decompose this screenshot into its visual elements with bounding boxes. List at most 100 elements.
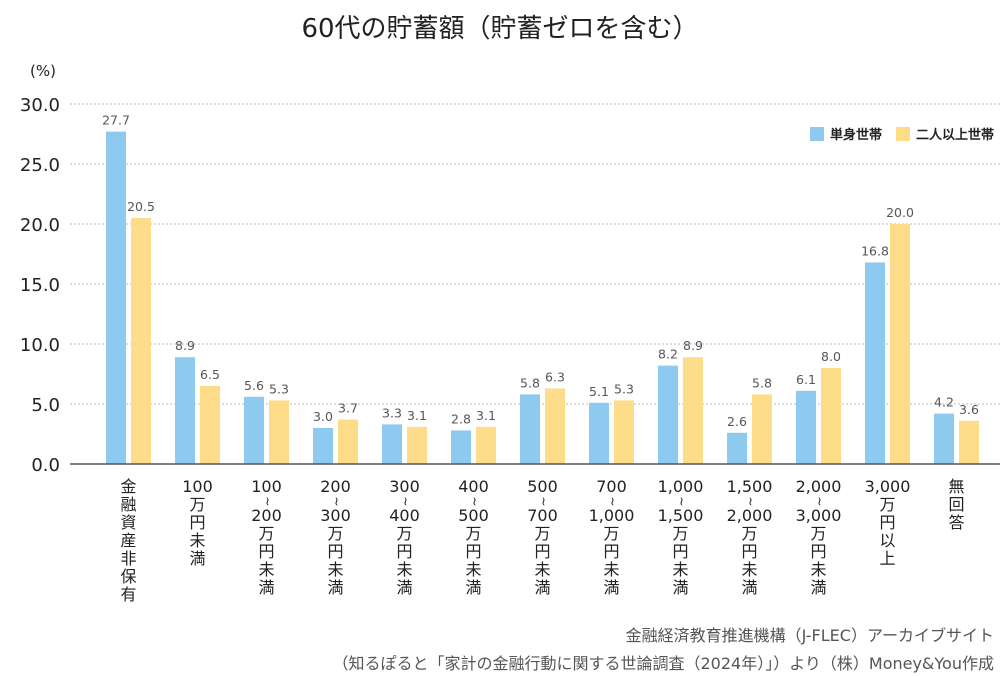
bar-couple: [200, 386, 220, 464]
y-tick-label: 10.0: [20, 335, 60, 356]
x-tick-label-line: 100: [251, 477, 282, 496]
x-tick-label-line: 3,000: [795, 506, 842, 525]
x-tick-label-line: 1,500: [657, 506, 704, 525]
x-tick-label-line: 円: [189, 513, 206, 532]
x-tick-label-line: 500: [458, 506, 489, 525]
x-tick-label-line: 万: [741, 524, 758, 543]
x-tick-label-line: 答: [948, 513, 965, 532]
x-tick-label-line: 上: [879, 549, 896, 568]
x-tick-label-line: 未: [672, 560, 689, 579]
bar-couple: [890, 224, 910, 464]
bar-couple: [545, 388, 565, 464]
x-tick-label-line: 未: [396, 560, 413, 579]
x-tick-label-line: 円: [879, 513, 896, 532]
footer-source: 金融経済教育推進機構（J-FLEC）アーカイブサイト: [625, 626, 994, 645]
data-label: 3.0: [313, 409, 333, 424]
x-tick-label-line: 融: [120, 495, 137, 514]
x-tick-label-line: 非: [120, 549, 137, 568]
bar-couple: [683, 357, 703, 464]
x-tick-label-line: 満: [603, 578, 620, 597]
data-label: 4.2: [934, 395, 954, 410]
x-tick-label: 金融資産非保有: [99, 478, 159, 604]
x-tick-label-line: ~: [467, 496, 481, 507]
x-tick-label-line: 200: [320, 477, 351, 496]
data-label: 3.1: [407, 408, 427, 423]
x-tick-label-line: 1,000: [657, 477, 704, 496]
chart-title: 60代の貯蓄額（貯蓄ゼロを含む）: [301, 14, 699, 44]
x-tick-label: 200 ~300 万円未満: [306, 478, 366, 597]
x-tick-label: 300 ~400 万円未満: [375, 478, 435, 597]
legend-swatch-couple: [895, 126, 910, 141]
data-label: 8.9: [175, 338, 195, 353]
bar-single: [520, 394, 540, 464]
data-label: 8.0: [821, 349, 841, 364]
x-tick-label: 100 万円未満: [168, 478, 228, 568]
bar-couple: [269, 400, 289, 464]
x-tick-label-line: 円: [327, 542, 344, 561]
bar-single: [865, 262, 885, 464]
x-tick-label-line: 100: [182, 477, 213, 496]
bar-single: [589, 402, 609, 464]
data-label: 2.6: [727, 414, 747, 429]
x-tick-label: 700 ~1,000 万円未満: [582, 478, 642, 597]
bar-couple: [752, 394, 772, 464]
x-tick-label-line: 2,000: [795, 477, 842, 496]
y-tick-label: 15.0: [20, 275, 60, 296]
x-tick-label-line: 万: [258, 524, 275, 543]
y-tick-label: 0.0: [31, 455, 60, 476]
legend-label-couple: 二人以上世帯: [915, 128, 994, 143]
bar-couple: [338, 419, 358, 464]
x-tick-label: 500 ~700 万円未満: [513, 478, 573, 597]
data-label: 3.1: [476, 408, 496, 423]
x-tick-label-line: 無: [948, 477, 965, 496]
y-tick-label: 20.0: [20, 215, 60, 236]
x-tick-label-line: 万: [189, 495, 206, 514]
x-tick-label-line: 保: [120, 567, 137, 586]
x-tick-label-line: 万: [810, 524, 827, 543]
x-tick-label: 2,000 ~3,000 万円未満: [789, 478, 849, 597]
bar-single: [382, 424, 402, 464]
bar-single: [451, 430, 471, 464]
x-tick-label-line: 未: [465, 560, 482, 579]
data-label: 6.5: [200, 367, 220, 382]
x-tick-label-line: 円: [258, 542, 275, 561]
bar-couple: [407, 426, 427, 464]
x-tick-label-line: 円: [603, 542, 620, 561]
data-label: 8.2: [658, 347, 678, 362]
x-tick-label-line: 万: [327, 524, 344, 543]
data-label: 2.8: [451, 411, 471, 426]
x-tick-label-line: 未: [327, 560, 344, 579]
x-tick-label-line: ~: [329, 496, 343, 507]
x-tick-label-line: ~: [743, 496, 757, 507]
x-tick-label-line: ~: [605, 496, 619, 507]
x-tick-label-line: 満: [741, 578, 758, 597]
bar-single: [796, 390, 816, 464]
x-tick-label-line: 満: [327, 578, 344, 597]
legend-label-single: 単身世帯: [829, 128, 882, 143]
y-axis-unit: (%): [30, 62, 56, 80]
bar-single: [934, 413, 954, 464]
x-tick-label-line: 満: [465, 578, 482, 597]
y-tick-label: 5.0: [31, 395, 60, 416]
data-label: 5.8: [520, 375, 540, 390]
data-label: 16.8: [861, 243, 889, 258]
footer-credit: （知るぽると「家計の金融行動に関する世論調査（2024年）」）より（株）Mone…: [332, 654, 994, 673]
data-label: 20.5: [127, 199, 155, 214]
x-tick-label-line: 未: [534, 560, 551, 579]
x-tick-label-line: 円: [741, 542, 758, 561]
x-tick-label-line: 500: [527, 477, 558, 496]
data-label: 5.1: [589, 384, 609, 399]
x-tick-label-line: 円: [396, 542, 413, 561]
data-label: 3.7: [338, 401, 358, 416]
x-tick-label: 無回答: [927, 478, 987, 532]
x-tick-label-line: 未: [810, 560, 827, 579]
x-tick-label-line: ~: [674, 496, 688, 507]
bar-couple: [959, 420, 979, 464]
x-tick-label: 400 ~500 万円未満: [444, 478, 504, 597]
bar-couple: [821, 368, 841, 464]
bar-single: [658, 365, 678, 464]
x-tick-label-line: 400: [458, 477, 489, 496]
bar-single: [313, 428, 333, 464]
